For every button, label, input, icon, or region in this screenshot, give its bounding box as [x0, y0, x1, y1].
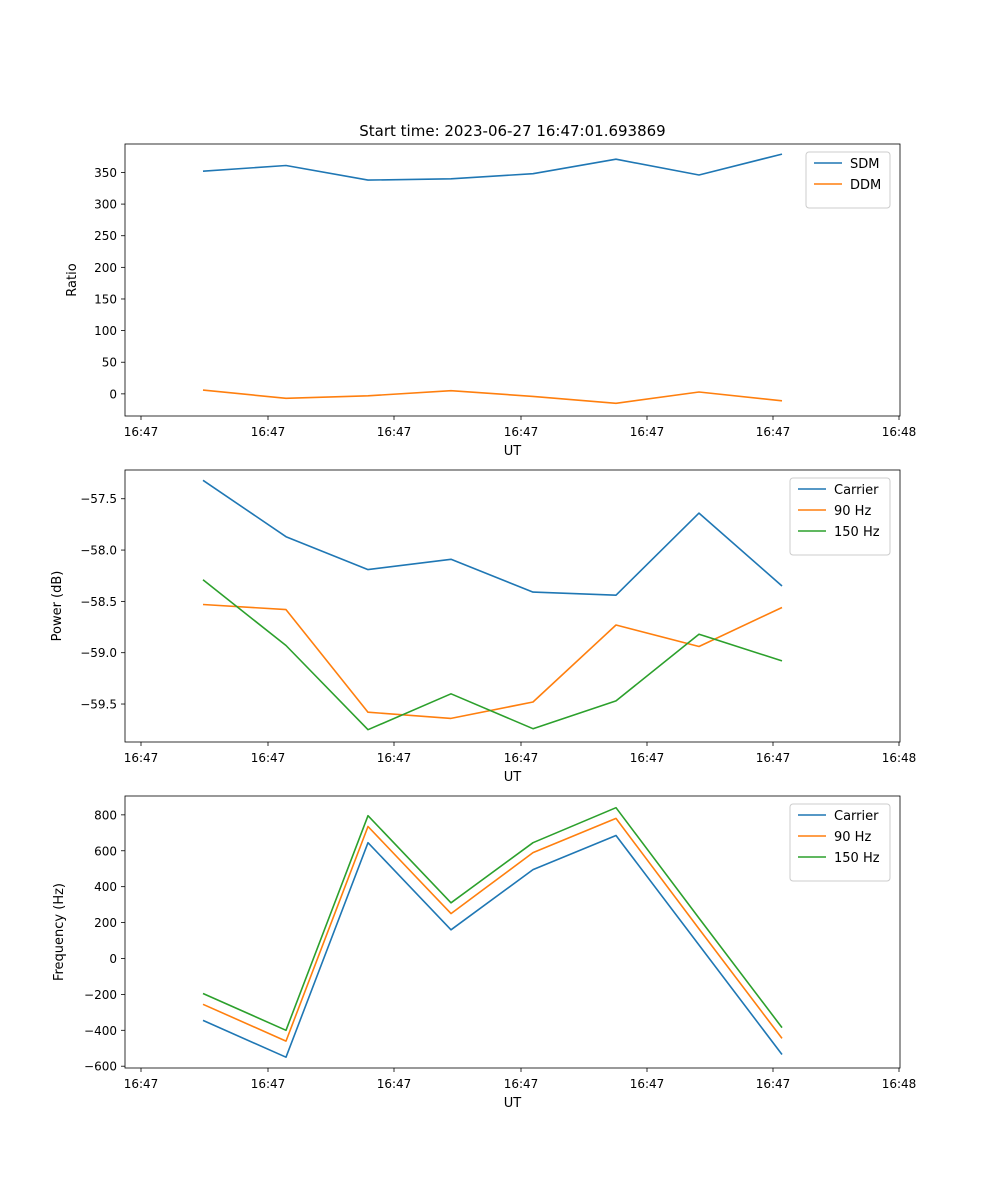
y-tick-label: 0	[109, 952, 117, 966]
y-tick-label: 600	[94, 844, 117, 858]
x-tick-label: 16:47	[251, 1077, 286, 1091]
x-tick-label: 16:47	[630, 1077, 665, 1091]
y-axis-label: Power (dB)	[50, 571, 65, 642]
x-tick-label: 16:47	[630, 751, 665, 765]
legend-label: Carrier	[834, 483, 879, 498]
x-tick-label: 16:47	[124, 1077, 159, 1091]
legend-label: DDM	[850, 178, 881, 193]
y-tick-label: 0	[109, 387, 117, 401]
chart-panel-1: Start time: 2023-06-27 16:47:01.693869 16…	[65, 122, 916, 459]
legend-label: SDM	[850, 157, 879, 172]
x-tick-label: 16:48	[882, 425, 917, 439]
y-tick-label: −400	[84, 1024, 117, 1038]
x-tick-label: 16:47	[756, 425, 791, 439]
y-tick-label: −58.0	[80, 544, 117, 558]
series-line-150-hz	[202, 579, 783, 731]
x-tick-label: 16:47	[756, 1077, 791, 1091]
x-axis-label: UT	[504, 1096, 522, 1111]
y-tick-label: −58.5	[80, 595, 117, 609]
y-tick-label: 250	[94, 229, 117, 243]
y-tick-label: 100	[94, 324, 117, 338]
legend-label: 90 Hz	[834, 830, 871, 845]
x-tick-label: 16:47	[504, 1077, 539, 1091]
y-tick-label: −59.0	[80, 646, 117, 660]
series-line-carrier	[202, 834, 783, 1058]
x-axis-label: UT	[504, 444, 522, 459]
chart-panel-2: 16:47 16:47 16:47 16:47 16:47 16:47 16:48 UT −59…	[50, 469, 917, 785]
legend-label: Carrier	[834, 809, 879, 824]
y-tick-label: 350	[94, 166, 117, 180]
series-line-ddm	[202, 389, 783, 405]
legend: Carrier 90 Hz 150 Hz	[789, 803, 891, 882]
axes-frame	[124, 469, 901, 743]
x-tick-label: 16:47	[251, 425, 286, 439]
legend-label: 150 Hz	[834, 851, 880, 866]
x-tick-label: 16:47	[504, 425, 539, 439]
y-tick-label: 200	[94, 916, 117, 930]
y-tick-label: 300	[94, 198, 117, 212]
legend-box	[805, 151, 891, 209]
series-line-90-hz	[202, 817, 783, 1042]
y-tick-label: −59.5	[80, 698, 117, 712]
x-tick-label: 16:47	[504, 751, 539, 765]
legend-box	[789, 803, 891, 882]
y-tick-label: −600	[84, 1060, 117, 1074]
x-tick-label: 16:47	[377, 1077, 412, 1091]
x-tick-label: 16:47	[630, 425, 665, 439]
x-tick-label: 16:48	[882, 1077, 917, 1091]
legend-box	[789, 477, 891, 556]
x-tick-label: 16:47	[756, 751, 791, 765]
chart-panel-3: 16:47 16:47 16:47 16:47 16:47 16:47 16:48 UT −60…	[52, 795, 917, 1111]
x-axis-label: UT	[504, 770, 522, 785]
axes-frame	[124, 143, 901, 417]
x-tick-label: 16:47	[377, 425, 412, 439]
x-tick-label: 16:48	[882, 751, 917, 765]
y-tick-label: −57.5	[80, 492, 117, 506]
series-line-150-hz	[202, 806, 783, 1032]
y-tick-label: −200	[84, 988, 117, 1002]
y-tick-label: 800	[94, 808, 117, 822]
y-axis-label: Frequency (Hz)	[52, 883, 67, 981]
y-axis-label: Ratio	[65, 263, 80, 296]
x-tick-label: 16:47	[124, 751, 159, 765]
y-tick-label: 400	[94, 880, 117, 894]
legend-label: 90 Hz	[834, 504, 871, 519]
y-tick-label: 50	[102, 356, 117, 370]
y-tick-label: 200	[94, 261, 117, 275]
legend: SDM DDM	[805, 151, 891, 209]
x-tick-label: 16:47	[251, 751, 286, 765]
chart-title: Start time: 2023-06-27 16:47:01.693869	[359, 122, 665, 140]
x-tick-label: 16:47	[377, 751, 412, 765]
series-line-carrier	[202, 479, 783, 597]
x-tick-label: 16:47	[124, 425, 159, 439]
series-line-90-hz	[202, 603, 783, 720]
series-line-sdm	[202, 153, 783, 181]
legend: Carrier 90 Hz 150 Hz	[789, 477, 891, 556]
y-tick-label: 150	[94, 292, 117, 306]
legend-label: 150 Hz	[834, 525, 880, 540]
axes-frame	[124, 795, 901, 1069]
